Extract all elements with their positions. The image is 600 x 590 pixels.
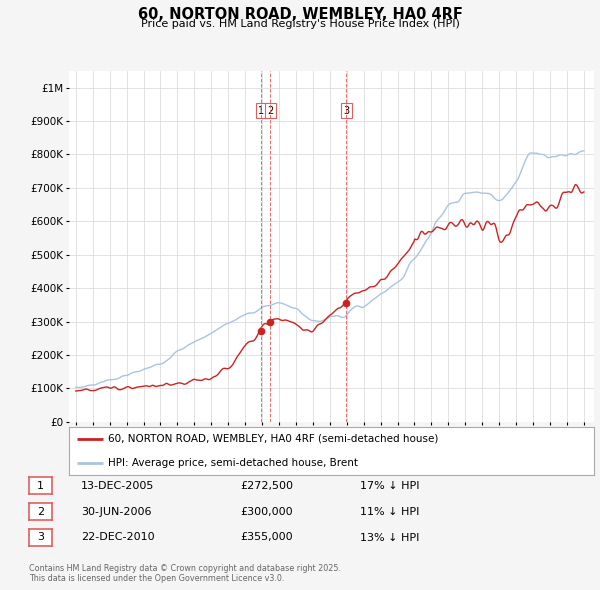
Text: £300,000: £300,000 [240, 507, 293, 516]
Text: 3: 3 [343, 106, 349, 116]
Text: Contains HM Land Registry data © Crown copyright and database right 2025.
This d: Contains HM Land Registry data © Crown c… [29, 563, 341, 583]
Text: Price paid vs. HM Land Registry's House Price Index (HPI): Price paid vs. HM Land Registry's House … [140, 19, 460, 29]
Text: 13-DEC-2005: 13-DEC-2005 [81, 481, 154, 490]
Text: 3: 3 [37, 533, 44, 542]
Text: 22-DEC-2010: 22-DEC-2010 [81, 533, 155, 542]
Text: 30-JUN-2006: 30-JUN-2006 [81, 507, 151, 516]
Text: £355,000: £355,000 [240, 533, 293, 542]
Text: HPI: Average price, semi-detached house, Brent: HPI: Average price, semi-detached house,… [109, 458, 358, 468]
Text: 2: 2 [267, 106, 274, 116]
Text: 11% ↓ HPI: 11% ↓ HPI [360, 507, 419, 516]
Text: 13% ↓ HPI: 13% ↓ HPI [360, 533, 419, 542]
Text: 17% ↓ HPI: 17% ↓ HPI [360, 481, 419, 490]
Text: 1: 1 [258, 106, 264, 116]
Text: 1: 1 [37, 481, 44, 490]
Text: 60, NORTON ROAD, WEMBLEY, HA0 4RF (semi-detached house): 60, NORTON ROAD, WEMBLEY, HA0 4RF (semi-… [109, 434, 439, 444]
Text: £272,500: £272,500 [240, 481, 293, 490]
Text: 60, NORTON ROAD, WEMBLEY, HA0 4RF: 60, NORTON ROAD, WEMBLEY, HA0 4RF [137, 7, 463, 22]
Text: 2: 2 [37, 507, 44, 516]
